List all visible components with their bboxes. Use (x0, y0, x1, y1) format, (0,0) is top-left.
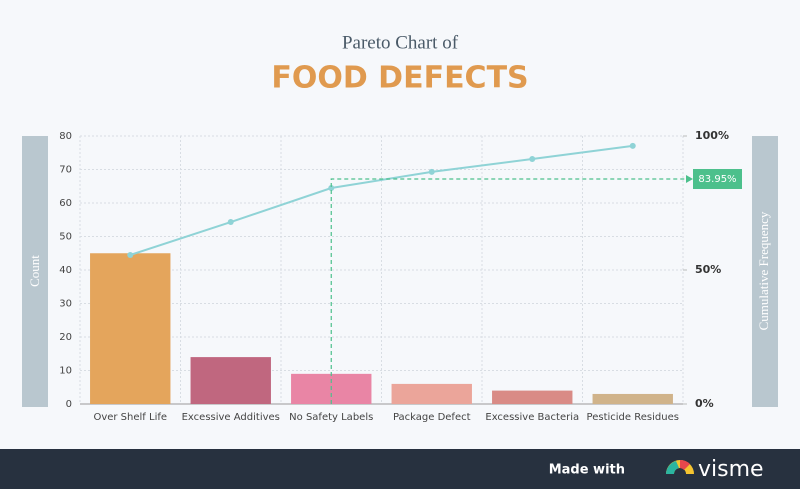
y-tick-label: 0 (66, 399, 72, 410)
footer-brand: visme (698, 457, 764, 482)
cumulative-point (428, 168, 435, 175)
y2-tick-label: 50% (695, 263, 721, 276)
cumulative-line (129, 144, 633, 256)
annotation-guide (330, 178, 691, 404)
annotation-box (693, 169, 742, 190)
x-tick-label: Pesticide Residues (587, 412, 679, 423)
chart-title: FOOD DEFECTS (271, 61, 528, 96)
bar (190, 357, 271, 404)
cumulative-point (227, 219, 234, 226)
bar (391, 383, 472, 404)
y-axis-panel (22, 136, 48, 407)
x-tick-label: No Safety Labels (289, 412, 373, 423)
y-tick-label: 80 (59, 131, 72, 142)
y-tick-label: 70 (59, 165, 72, 176)
cumulative-point (629, 142, 636, 149)
bar (90, 253, 171, 404)
annotation-arrow (686, 175, 693, 184)
y-tick-label: 10 (59, 366, 72, 377)
y2-tick-label: 100% (695, 129, 729, 142)
x-tick-label: Excessive Bacteria (485, 412, 579, 423)
cumulative-point (127, 251, 134, 258)
y2-axis-title: Cumulative Frequency (756, 211, 771, 330)
chart-subtitle: Pareto Chart of (342, 32, 459, 53)
x-tick-label: Package Defect (393, 412, 471, 423)
y-tick-label: 50 (59, 232, 72, 243)
y2-axis-panel (752, 136, 778, 407)
footer-text: Made with (549, 463, 625, 478)
bar (592, 393, 673, 404)
y-tick-label: 20 (59, 332, 72, 343)
cumulative-point (529, 156, 536, 163)
y-axis-title: Count (27, 255, 42, 287)
cumulative-point (328, 184, 335, 191)
y2-tick-label: 0% (695, 397, 714, 410)
brand-logo (666, 459, 694, 474)
footer-bar (0, 449, 800, 489)
y-tick-label: 30 (59, 299, 72, 310)
y-tick-label: 60 (59, 198, 72, 209)
y-tick-label: 40 (59, 265, 72, 276)
x-tick-label: Over Shelf Life (93, 412, 167, 423)
annotation-label: 83.95% (698, 174, 736, 185)
bar (492, 390, 573, 404)
x-tick-label: Excessive Additives (182, 412, 280, 423)
